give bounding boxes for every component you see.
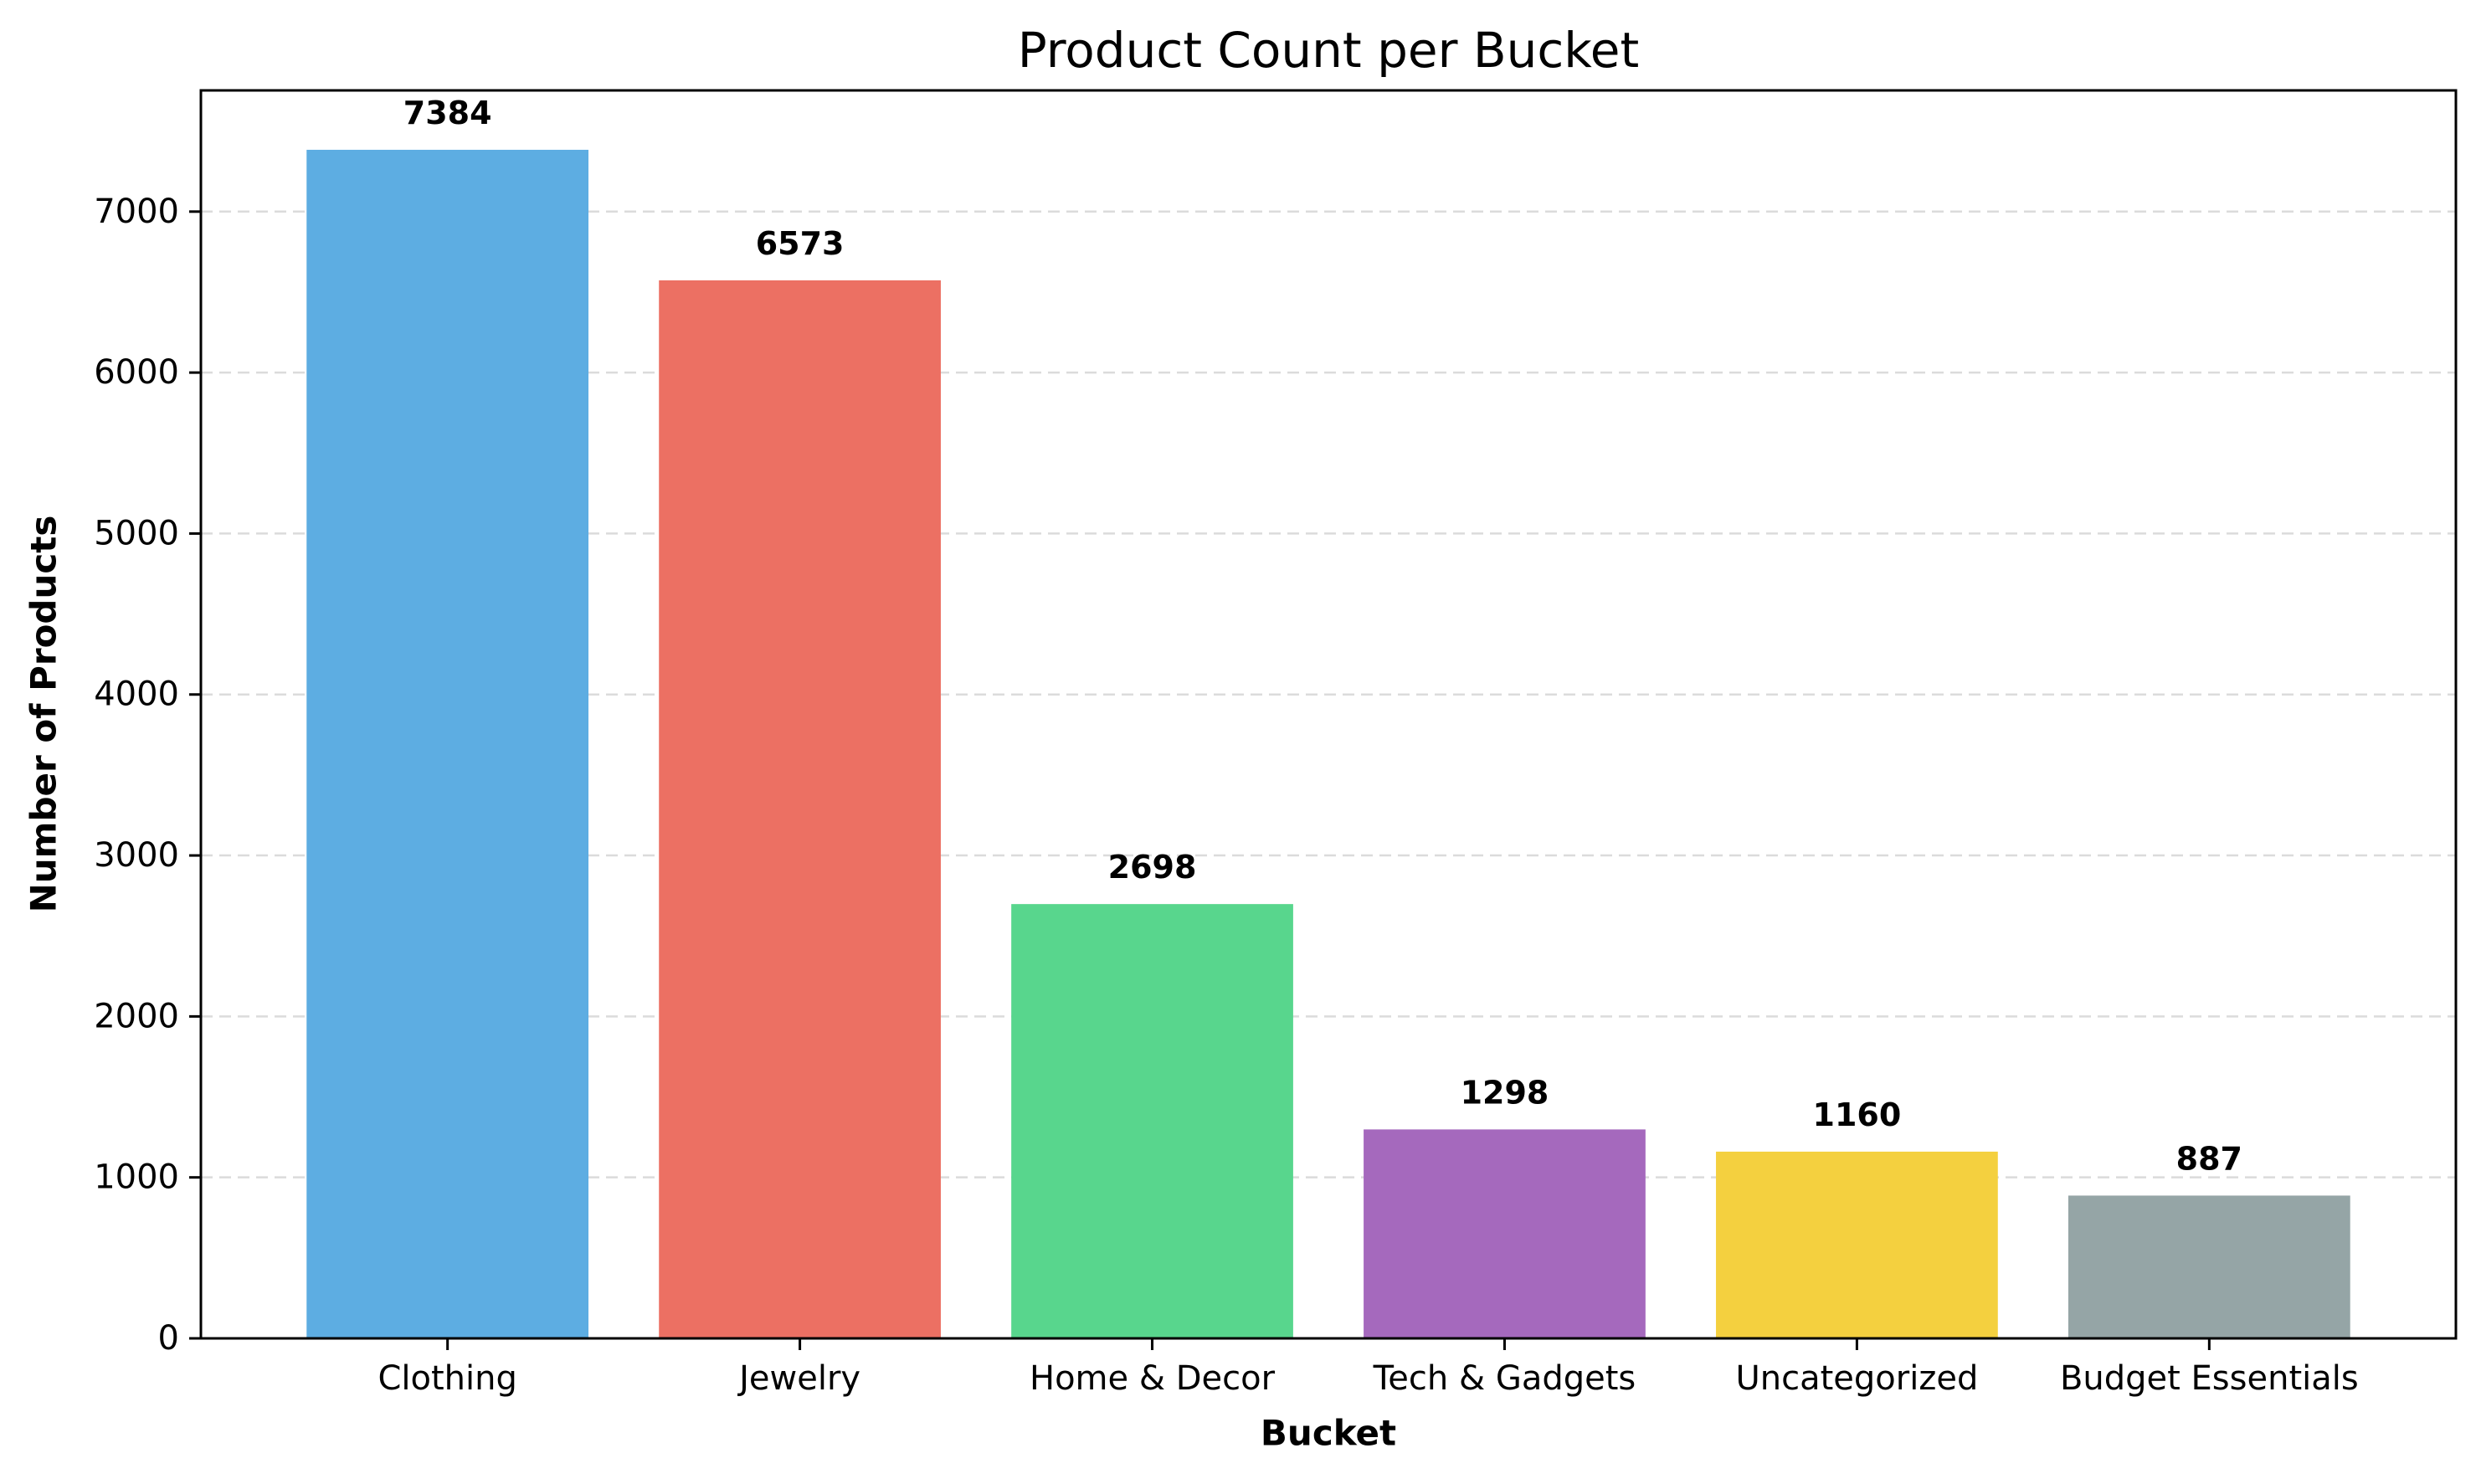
y-tick-label: 1000 xyxy=(94,1158,179,1197)
value-labels: 7384 6573 2698 1298 1160 887 xyxy=(403,95,2242,1177)
bar-value-label: 2698 xyxy=(1108,849,1197,886)
y-tick-label: 0 xyxy=(158,1319,179,1358)
plot-frame xyxy=(199,89,2458,1340)
y-axis-ticks: 0 1000 2000 3000 4000 5000 6000 7000 xyxy=(94,193,201,1358)
x-tick-label: Jewelry xyxy=(737,1359,860,1398)
y-tick-label: 6000 xyxy=(94,353,179,392)
x-tick-label: Budget Essentials xyxy=(2060,1359,2359,1398)
bar-value-label: 7384 xyxy=(403,95,492,131)
y-tick-label: 2000 xyxy=(94,997,179,1035)
x-tick-label: Clothing xyxy=(378,1359,516,1398)
bar xyxy=(306,149,589,1338)
y-tick-label: 3000 xyxy=(94,836,179,875)
y-axis-label: Number of Products xyxy=(23,516,64,913)
x-tick-label: Tech & Gadgets xyxy=(1373,1359,1636,1398)
x-tick-label: Uncategorized xyxy=(1735,1359,1978,1398)
x-axis-ticks: Clothing Jewelry Home & Decor Tech & Gadget… xyxy=(378,1338,2359,1398)
bar xyxy=(1364,1129,1646,1338)
y-tick-label: 4000 xyxy=(94,675,179,714)
bar-value-label: 1160 xyxy=(1813,1096,1902,1133)
x-axis-label: Bucket xyxy=(1261,1413,1396,1454)
bars xyxy=(306,149,2350,1338)
bar-value-label: 1298 xyxy=(1461,1074,1549,1111)
bar-value-label: 887 xyxy=(2176,1140,2242,1177)
x-tick-label: Home & Decor xyxy=(1030,1359,1276,1398)
bar xyxy=(2068,1195,2350,1338)
chart-title: Product Count per Bucket xyxy=(1018,22,1640,79)
bar xyxy=(659,280,941,1338)
bar xyxy=(1011,904,1293,1338)
bar xyxy=(1716,1151,1998,1338)
bar-value-label: 6573 xyxy=(756,225,845,262)
y-tick-label: 5000 xyxy=(94,514,179,552)
y-tick-label: 7000 xyxy=(94,193,179,231)
